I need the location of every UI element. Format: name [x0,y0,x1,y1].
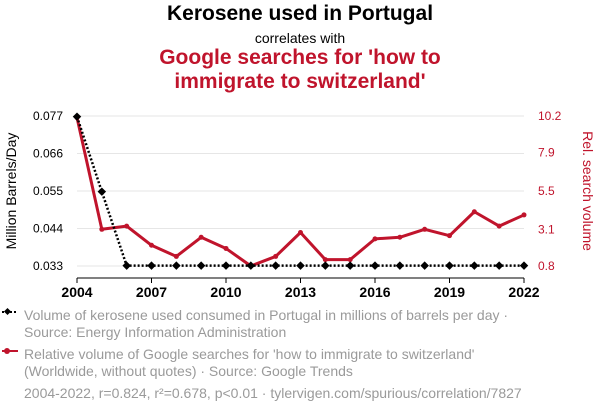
right-axis-label: Rel. search volume [580,131,596,251]
point-google-searches [521,212,527,218]
x-tick-label: 2022 [508,284,539,300]
point-google-searches [198,234,204,240]
point-kerosene [370,261,380,270]
x-tick-label: 2019 [434,284,465,300]
point-google-searches [447,233,452,239]
legend-text-kerosene: Volume of kerosene used consumed in Port… [24,307,509,340]
point-google-searches [149,242,154,248]
series-google-searches [74,115,527,269]
point-kerosene [196,261,206,270]
left-tick-label: 0.033 [33,259,63,273]
left-tick-label: 0.055 [33,184,63,198]
point-kerosene [395,261,405,270]
x-tick-label: 2004 [61,284,92,300]
left-axis-label: Million Barrels/Day [3,133,19,250]
point-kerosene [519,261,529,270]
point-google-searches [298,229,303,235]
point-kerosene [345,261,355,270]
left-axis-ticks: 0.077 0.066 0.055 0.044 0.033 [33,109,63,273]
point-google-searches [124,223,130,229]
point-google-searches [173,253,179,259]
point-kerosene [221,261,231,270]
subtitle-line-2: immigrate to switzerland' [174,70,426,93]
gridlines [77,115,524,267]
point-google-searches [397,234,403,240]
point-google-searches [273,253,279,259]
legend-text-searches: Relative volume of Google searches for '… [24,346,475,379]
point-google-searches [422,226,428,232]
x-tick-label: 2016 [359,284,390,300]
point-kerosene [122,261,131,270]
right-tick-label: 5.5 [538,184,555,198]
x-axis-ticks: 2004 2007 2010 2013 2016 2019 2022 [61,278,540,300]
point-google-searches [223,245,229,251]
legend-marker-kerosene [2,307,18,316]
x-tick-label: 2007 [136,284,167,300]
point-google-searches [496,223,502,229]
point-google-searches [372,236,378,242]
left-tick-label: 0.066 [33,147,63,161]
point-kerosene [72,112,82,121]
chart-subtitle: Google searches for 'how to immigrate to… [0,46,600,94]
point-kerosene [172,261,181,270]
right-tick-label: 7.9 [538,146,555,160]
chart-title: Kerosene used in Portugal [166,2,434,25]
point-kerosene [147,261,156,270]
point-kerosene [246,261,256,270]
point-kerosene [420,261,429,270]
legend-marker-searches [2,348,18,354]
point-kerosene [271,261,280,270]
chart-area: 0.077 0.066 0.055 0.044 0.033 10.2 7.9 5.5 3.1 0… [3,109,596,300]
footer-stats: 2004-2022, r=0.824, r²=0.678, p<0.01 · t… [24,385,522,401]
point-kerosene [445,261,454,270]
series-kerosene [72,112,529,270]
subtitle-line-1: Google searches for 'how to [159,46,441,69]
point-kerosene [321,261,330,270]
right-tick-label: 3.1 [538,222,555,236]
point-kerosene [97,187,107,196]
point-kerosene [296,261,305,270]
right-axis-ticks: 10.2 7.9 5.5 3.1 0.8 [538,109,562,273]
right-tick-label: 0.8 [538,259,555,273]
point-kerosene [494,261,504,270]
left-tick-label: 0.077 [33,109,63,123]
right-tick-label: 10.2 [538,109,562,123]
x-tick-label: 2010 [210,284,241,300]
x-tick-label: 2013 [285,284,316,300]
point-google-searches [347,257,353,263]
point-kerosene [470,261,479,270]
left-tick-label: 0.044 [33,222,63,236]
point-google-searches [99,226,105,232]
point-google-searches [322,257,328,263]
correlates-with-label: correlates with [254,30,346,46]
line-google-searches [75,117,525,268]
point-google-searches [471,209,477,215]
